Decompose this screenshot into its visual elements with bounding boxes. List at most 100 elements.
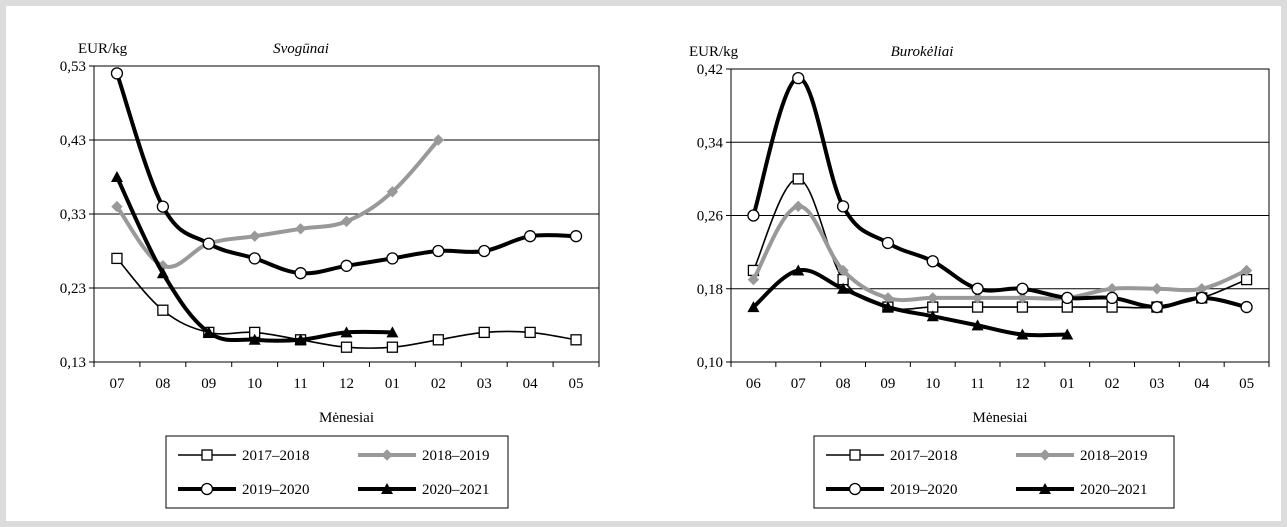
data-point	[1150, 300, 1164, 314]
legend-swatch-marker	[381, 449, 393, 461]
data-point	[386, 186, 399, 198]
data-point	[478, 326, 490, 339]
y-tick-label: 0,33	[60, 207, 86, 223]
x-tick-label: 04	[1194, 376, 1210, 392]
data-point	[1016, 282, 1029, 295]
data-point	[340, 215, 353, 228]
series-2020-2021	[747, 264, 1074, 340]
data-point	[792, 72, 805, 85]
data-point	[248, 333, 261, 345]
data-point	[524, 326, 536, 339]
data-point	[971, 292, 984, 304]
data-point	[111, 252, 123, 265]
x-tick-label: 12	[339, 376, 354, 392]
legend-item-2020-2021: 2020–2021	[1016, 482, 1148, 498]
chart-burokeliai: 0,10 0,18 0,26 0,34 0,42 06 07 08 09 10 11 12 01 02 03…	[689, 44, 1270, 509]
y-axis-unit: EUR/kg	[689, 44, 739, 60]
data-point	[926, 255, 939, 268]
data-point	[294, 267, 307, 280]
y-tick-label: 0,23	[60, 281, 86, 297]
data-point	[294, 333, 307, 345]
y-tick-label: 0,34	[697, 135, 724, 151]
data-point	[792, 173, 804, 185]
series-2017-2018	[111, 252, 582, 353]
data-point	[881, 236, 895, 250]
legend-label: 2019–2020	[890, 482, 958, 498]
data-point	[1240, 300, 1253, 314]
x-tick-label: 02	[431, 376, 446, 392]
data-point	[432, 334, 444, 346]
series-line	[751, 268, 1070, 338]
y-tick-label: 0,18	[697, 282, 723, 298]
data-point	[569, 230, 583, 243]
legend-label: 2018–2019	[422, 448, 490, 464]
x-tick-label: 05	[1239, 376, 1254, 392]
legend-label: 2020–2021	[422, 482, 490, 498]
data-point	[747, 273, 760, 286]
series-2020-2021	[110, 171, 399, 345]
data-point	[1105, 291, 1119, 305]
data-point	[792, 264, 805, 276]
data-point	[248, 252, 261, 265]
legend-item-2018-2019: 2018–2019	[358, 448, 490, 464]
x-tick-label: 08	[836, 376, 851, 392]
y-axis-unit: EUR/kg	[78, 41, 128, 57]
data-point	[1240, 264, 1253, 277]
legend-swatch-marker	[200, 482, 214, 496]
series-line	[114, 71, 579, 276]
legend-label: 2020–2021	[1080, 482, 1148, 498]
series-2018-2019	[747, 200, 1253, 304]
chart-svogunai: 0,13 0,23 0,33 0,43 0,53 07 08 09 10 11 12 01 02 03 04…	[60, 41, 600, 509]
legend-swatch-marker	[381, 483, 393, 494]
data-point	[294, 223, 307, 235]
data-point	[110, 171, 123, 182]
x-tick-label: 09	[880, 376, 895, 392]
data-point	[156, 200, 170, 213]
data-point	[971, 319, 984, 331]
data-point	[747, 301, 760, 313]
x-tick-label: 11	[293, 376, 307, 392]
x-tick-label: 02	[1105, 376, 1120, 392]
legend-swatch-marker	[201, 449, 213, 461]
x-tick-label: 10	[247, 376, 262, 392]
data-point	[386, 252, 399, 265]
x-tick-label: 07	[791, 376, 807, 392]
legend-item-2017-2018: 2017–2018	[178, 448, 310, 464]
data-point	[340, 341, 353, 353]
legend-swatch-marker	[1039, 483, 1051, 494]
x-tick-label: 05	[569, 376, 584, 392]
data-point	[837, 264, 849, 277]
x-tick-label: 10	[925, 376, 940, 392]
x-axis-label: Mėnesiai	[319, 410, 374, 426]
y-tick-label: 0,10	[697, 355, 723, 371]
data-point	[432, 134, 445, 146]
data-point	[248, 230, 261, 242]
data-point	[570, 334, 582, 346]
series-2019-2020	[110, 67, 583, 280]
chart-frame: 0,13 0,23 0,33 0,43 0,53 07 08 09 10 11 12 01 02 03 04…	[6, 6, 1281, 521]
chart-title: Svogūnai	[273, 41, 329, 57]
legend-label: 2018–2019	[1080, 448, 1148, 464]
data-point	[1195, 291, 1208, 305]
x-tick-label: 07	[109, 376, 125, 392]
x-tick-label: 01	[385, 376, 400, 392]
legend-swatch-marker	[849, 449, 861, 461]
legend-item-2019-2020: 2019–2020	[178, 482, 310, 498]
data-point	[1061, 328, 1074, 340]
legend-swatch-marker	[1039, 449, 1051, 461]
data-point	[927, 292, 939, 304]
y-tick-label: 0,26	[697, 209, 724, 225]
data-point	[157, 304, 169, 316]
x-tick-label: 09	[201, 376, 216, 392]
y-tick-label: 0,53	[60, 59, 86, 75]
legend-item-2020-2021: 2020–2021	[358, 482, 490, 498]
x-tick-label: 01	[1060, 376, 1075, 392]
data-point	[971, 282, 984, 295]
data-point	[1151, 283, 1163, 295]
x-tick-label: 04	[523, 376, 539, 392]
y-tick-label: 0,43	[60, 133, 86, 149]
data-point	[386, 326, 399, 338]
data-point	[881, 301, 894, 313]
data-point	[836, 200, 850, 213]
legend: 2017–2018 2018–2019 2019–2020 2020–2021	[813, 435, 1175, 509]
